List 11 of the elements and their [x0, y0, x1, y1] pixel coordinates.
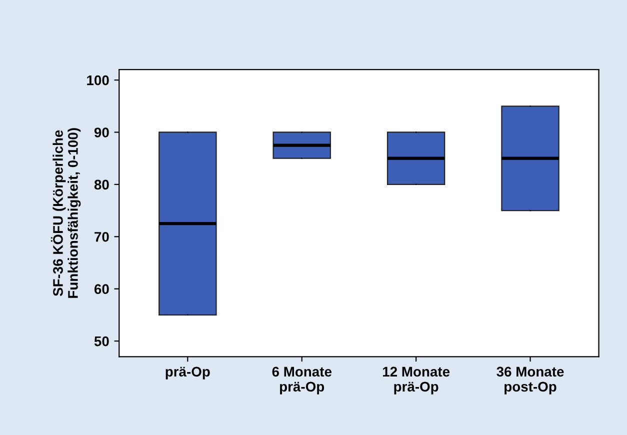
y-tick-label: 50: [94, 336, 109, 346]
x-tick-label: 6 Monate prä-Op: [272, 366, 332, 394]
y-tick-label: 70: [94, 232, 109, 242]
x-tick-label: 36 Monate post-Op: [496, 366, 564, 394]
x-tick-label: prä-Op: [166, 366, 210, 380]
y-tick-label: 90: [94, 128, 109, 138]
y-tick-label: 80: [94, 180, 109, 190]
y-axis-title: SF-36 KÖFU (Körperliche Funktionsfähigkeit, 0-100): [50, 128, 81, 298]
y-tick-label: 100: [87, 75, 109, 86]
x-tick-label: 12 Monate prä-Op: [382, 366, 450, 394]
y-tick-label: 60: [94, 284, 109, 294]
